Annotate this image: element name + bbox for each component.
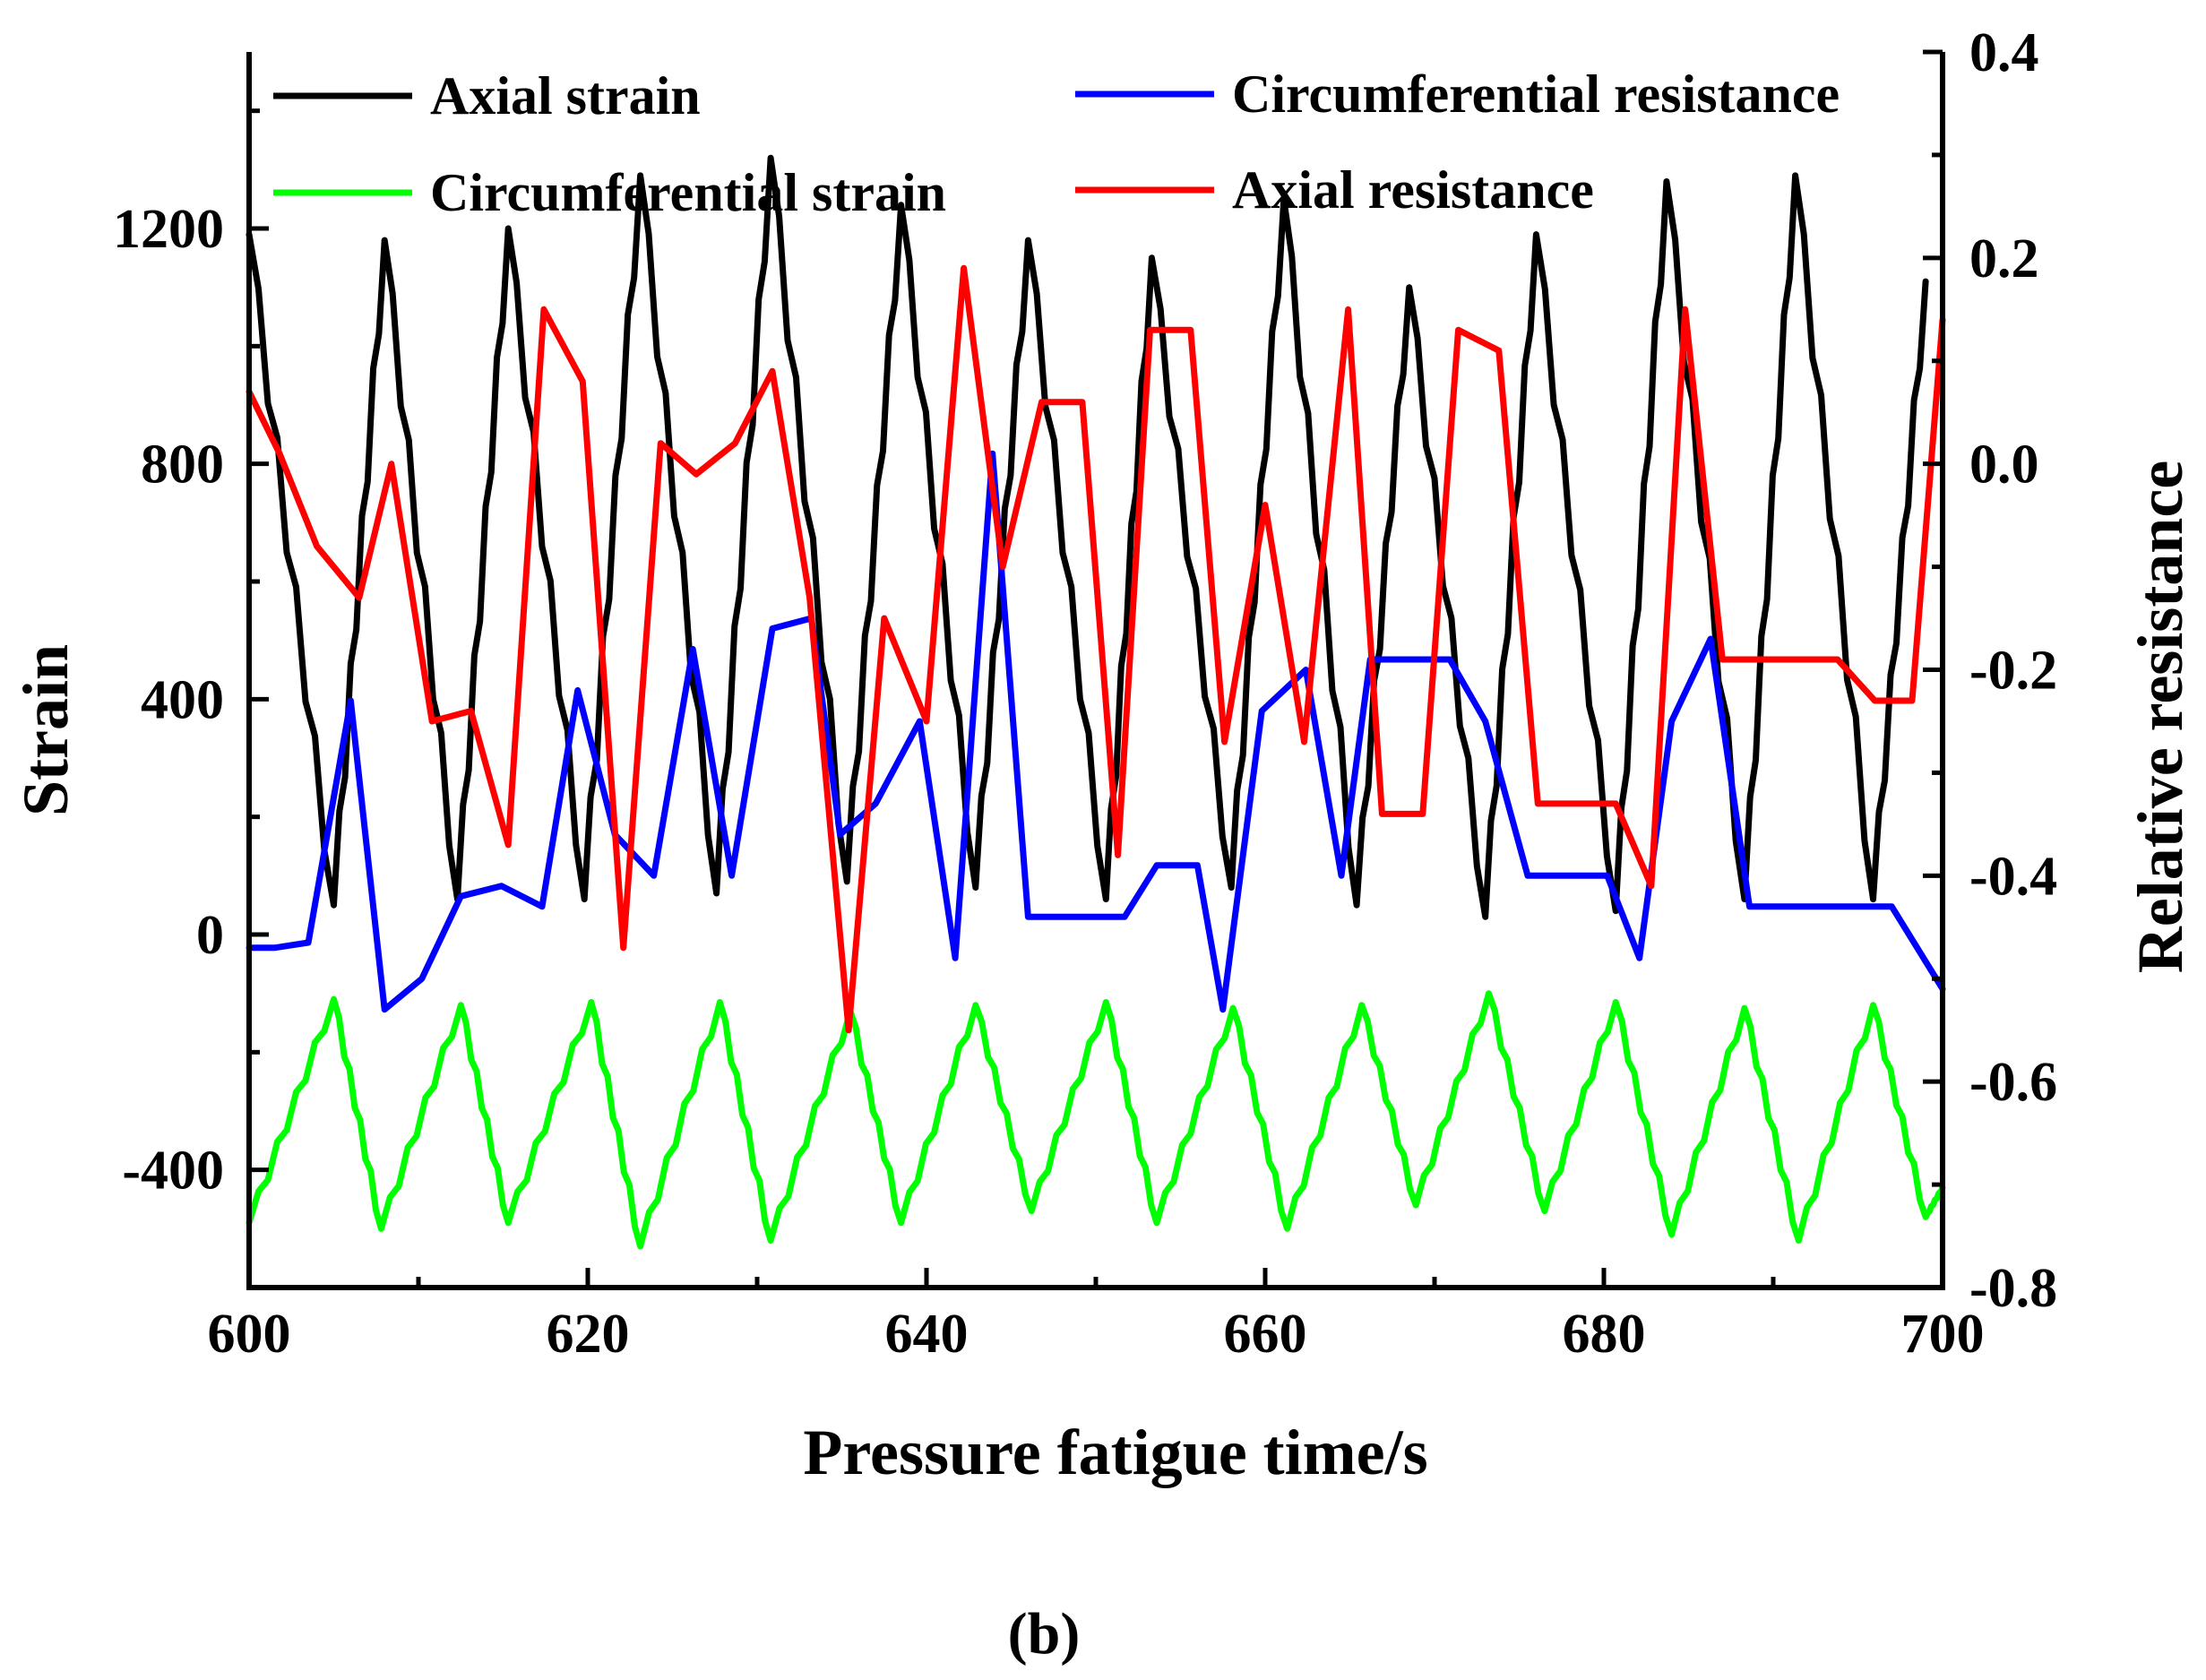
y2-tick-label: -0.8 — [1969, 1258, 2057, 1319]
legend-label-circumferential-resistance: Circumferential resistance — [1232, 65, 1840, 124]
figure-caption: (b) — [1008, 1601, 1081, 1667]
axes-layer: 600 620 640 660 680 700 -400 0 400 800 1200 -0.8 -0.… — [113, 22, 2057, 1365]
x-tick-label: 600 — [208, 1304, 291, 1365]
x-tick-label: 700 — [1901, 1304, 1985, 1365]
legend: Axial strain Circumferential strain Circum… — [273, 65, 1840, 222]
y2-tick-label: 0.2 — [1969, 228, 2039, 289]
y-tick-label: 800 — [141, 435, 224, 495]
y-axis-title: Strain — [10, 644, 82, 816]
y-tick-label: -400 — [122, 1141, 224, 1202]
x-axis-title: Pressure fatigue time/s — [803, 1417, 1427, 1488]
legend-label-axial-strain: Axial strain — [430, 66, 701, 125]
y2-tick-label: -0.4 — [1969, 846, 2057, 907]
x-tick-label: 660 — [1224, 1304, 1307, 1365]
x-tick-label: 640 — [885, 1304, 969, 1365]
y2-tick-label: 0.0 — [1969, 435, 2039, 495]
legend-label-circumferential-strain: Circumferential strain — [430, 163, 946, 222]
series-line-circumferential-resistance — [246, 450, 1946, 1013]
legend-label-axial-resistance: Axial resistance — [1232, 160, 1594, 220]
series-layer — [246, 154, 1946, 1250]
y2-axis-title: Relative resistance — [2124, 461, 2196, 973]
y-tick-label: 400 — [141, 669, 224, 730]
series-line-axial-resistance — [246, 264, 1946, 1034]
y-tick-label: 0 — [196, 905, 224, 966]
y-tick-label: 1200 — [113, 199, 224, 260]
x-tick-label: 620 — [547, 1304, 630, 1365]
y2-tick-label: -0.2 — [1969, 641, 2057, 702]
x-tick-label: 680 — [1563, 1304, 1646, 1365]
series-line-circumferential-strain — [246, 990, 1946, 1250]
y2-tick-label: 0.4 — [1969, 22, 2039, 83]
y2-tick-label: -0.6 — [1969, 1052, 2057, 1113]
